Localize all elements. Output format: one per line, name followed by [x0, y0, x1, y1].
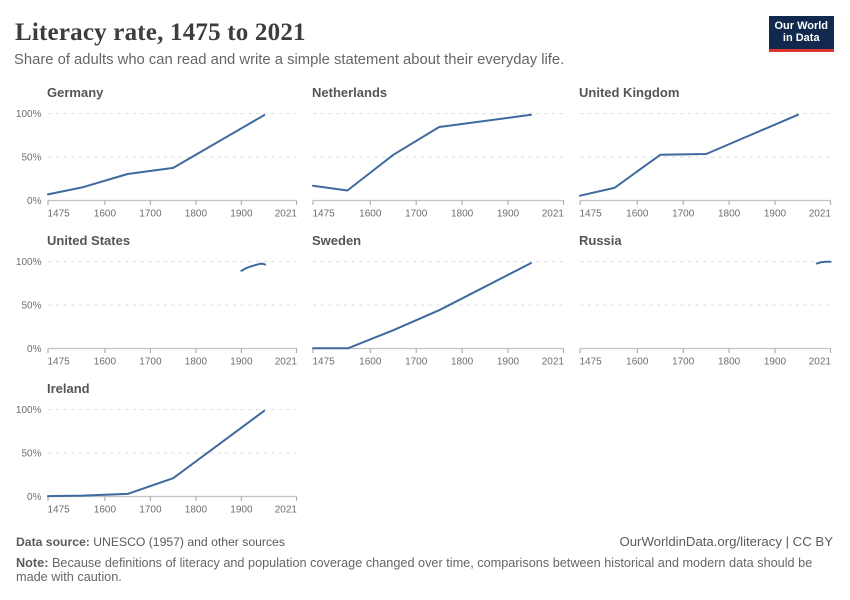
svg-text:1800: 1800: [451, 357, 474, 368]
svg-text:1900: 1900: [230, 505, 253, 516]
svg-text:100%: 100%: [16, 257, 42, 268]
svg-text:1800: 1800: [185, 505, 208, 516]
svg-text:1900: 1900: [230, 209, 253, 220]
svg-text:Netherlands: Netherlands: [312, 85, 387, 100]
svg-text:2021: 2021: [275, 209, 298, 220]
svg-text:2021: 2021: [809, 209, 832, 220]
svg-text:1475: 1475: [313, 209, 336, 220]
svg-text:2021: 2021: [809, 357, 832, 368]
svg-text:1900: 1900: [497, 209, 520, 220]
svg-text:1600: 1600: [94, 505, 117, 516]
svg-text:1600: 1600: [94, 357, 117, 368]
svg-text:100%: 100%: [16, 109, 42, 120]
svg-text:2021: 2021: [275, 505, 298, 516]
svg-text:2021: 2021: [275, 357, 298, 368]
svg-text:1900: 1900: [764, 357, 787, 368]
svg-text:1700: 1700: [672, 357, 695, 368]
svg-text:1600: 1600: [626, 209, 649, 220]
svg-text:1600: 1600: [626, 357, 649, 368]
svg-text:50%: 50%: [21, 449, 41, 460]
svg-text:50%: 50%: [21, 153, 41, 164]
svg-text:1800: 1800: [718, 209, 741, 220]
svg-text:1700: 1700: [139, 357, 162, 368]
svg-text:1600: 1600: [359, 209, 382, 220]
svg-text:1475: 1475: [580, 357, 603, 368]
svg-text:1475: 1475: [48, 505, 71, 516]
svg-text:Sweden: Sweden: [312, 233, 361, 248]
svg-text:1475: 1475: [48, 209, 71, 220]
svg-text:United Kingdom: United Kingdom: [579, 85, 679, 100]
svg-text:1800: 1800: [185, 209, 208, 220]
svg-text:50%: 50%: [21, 301, 41, 312]
svg-text:1600: 1600: [359, 357, 382, 368]
svg-text:1900: 1900: [230, 357, 253, 368]
svg-text:1475: 1475: [313, 357, 336, 368]
svg-text:100%: 100%: [16, 405, 42, 416]
svg-text:2021: 2021: [542, 357, 565, 368]
svg-text:1475: 1475: [580, 209, 603, 220]
svg-text:1700: 1700: [405, 209, 428, 220]
svg-text:0%: 0%: [27, 344, 42, 355]
svg-text:1900: 1900: [764, 209, 787, 220]
svg-text:Germany: Germany: [47, 85, 104, 100]
svg-text:1700: 1700: [672, 209, 695, 220]
svg-text:Russia: Russia: [579, 233, 622, 248]
svg-text:0%: 0%: [27, 492, 42, 503]
svg-text:1800: 1800: [451, 209, 474, 220]
svg-text:2021: 2021: [542, 209, 565, 220]
svg-text:Ireland: Ireland: [47, 381, 90, 396]
svg-text:United States: United States: [47, 233, 130, 248]
svg-text:0%: 0%: [27, 196, 42, 207]
svg-text:1475: 1475: [48, 357, 71, 368]
svg-text:1700: 1700: [405, 357, 428, 368]
svg-text:1800: 1800: [185, 357, 208, 368]
svg-text:1700: 1700: [139, 505, 162, 516]
svg-text:1800: 1800: [718, 357, 741, 368]
svg-text:1600: 1600: [94, 209, 117, 220]
svg-text:1900: 1900: [497, 357, 520, 368]
svg-text:1700: 1700: [139, 209, 162, 220]
